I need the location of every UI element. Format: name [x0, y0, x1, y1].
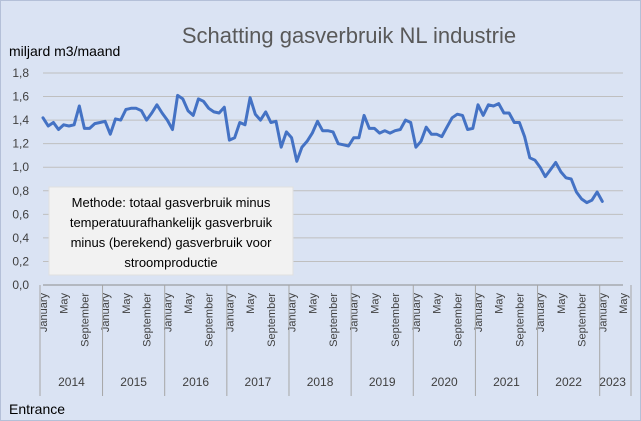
y-tick-label: 0,4	[12, 231, 29, 245]
year-label: 2023	[599, 375, 626, 389]
series-line	[41, 93, 604, 205]
x-tick-label: January	[224, 293, 236, 333]
x-tick-label: September	[514, 293, 526, 347]
x-tick-label: September	[452, 293, 464, 347]
x-tick-label: January	[535, 293, 547, 333]
x-tick-label: May	[121, 293, 133, 314]
x-tick-label: January	[473, 293, 485, 333]
x-tick-label: January	[349, 293, 361, 333]
x-tick-label: January	[411, 293, 423, 333]
x-tick-label: January	[287, 293, 299, 333]
x-tick-label: September	[390, 293, 402, 347]
x-tick-label: May	[245, 293, 257, 314]
y-tick-label: 1,4	[12, 113, 29, 127]
year-label: 2020	[431, 375, 458, 389]
x-tick-label: May	[307, 293, 319, 314]
annotation-line: temperatuurafhankelijk gasverbruik	[70, 215, 273, 230]
x-tick-label: September	[328, 293, 340, 347]
y-tick-label: 1,2	[12, 137, 29, 151]
x-tick-label: September	[204, 293, 216, 347]
year-label: 2017	[245, 375, 272, 389]
year-label: 2021	[493, 375, 520, 389]
x-tick-label: September	[142, 293, 154, 347]
year-label: 2018	[307, 375, 334, 389]
x-tick-label: May	[618, 293, 630, 314]
x-tick-label: May	[494, 293, 506, 314]
source-label: Entrance	[9, 401, 65, 417]
y-tick-label: 0,0	[12, 278, 29, 292]
y-tick-label: 0,2	[12, 254, 29, 268]
x-tick-label: September	[577, 293, 589, 347]
year-label: 2022	[555, 375, 582, 389]
x-tick-label: January	[597, 293, 609, 333]
y-tick-label: 1,6	[12, 90, 29, 104]
annotation-line: Methode: totaal gasverbruik minus	[72, 195, 271, 210]
y-tick-label: 1,0	[12, 160, 29, 174]
x-tick-label: January	[38, 293, 50, 333]
chart-title: Schatting gasverbruik NL industrie	[182, 23, 516, 48]
y-tick-label: 1,8	[12, 66, 29, 80]
x-tick-label: January	[100, 293, 112, 333]
x-tick-label: May	[183, 293, 195, 314]
year-label: 2019	[369, 375, 396, 389]
y-tick-label: 0,8	[12, 184, 29, 198]
year-label: 2015	[120, 375, 147, 389]
x-tick-label: September	[266, 293, 278, 347]
annotation-line: stroomproductie	[124, 255, 217, 270]
x-tick-label: May	[59, 293, 71, 314]
x-tick-label: September	[79, 293, 91, 347]
x-tick-label: January	[162, 293, 174, 333]
year-label: 2016	[182, 375, 209, 389]
year-label: 2014	[58, 375, 85, 389]
x-tick-label: May	[556, 293, 568, 314]
annotation-line: minus (berekend) gasverbruik voor	[71, 235, 273, 250]
y-axis-label: miljard m3/maand	[9, 43, 120, 59]
x-tick-label: May	[369, 293, 381, 314]
y-tick-label: 0,6	[12, 207, 29, 221]
annotation-box	[48, 186, 294, 276]
x-tick-label: May	[432, 293, 444, 314]
